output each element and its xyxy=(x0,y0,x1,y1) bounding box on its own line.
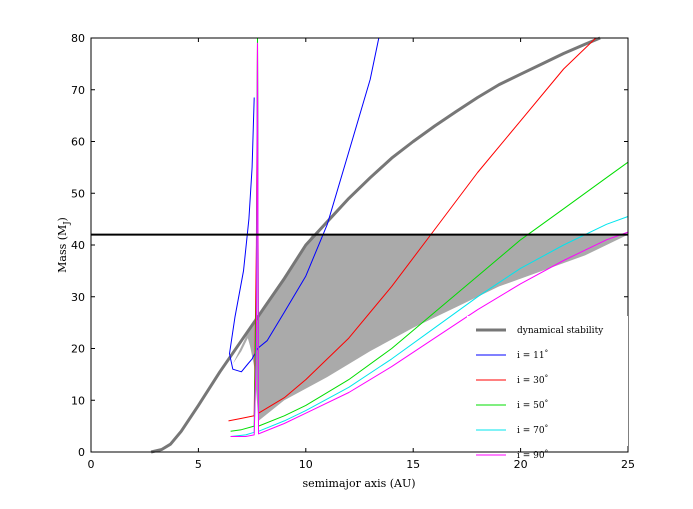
y-tick-label: 80 xyxy=(71,32,85,45)
y-tick-label: 10 xyxy=(71,394,85,407)
x-ticks: 0 5 10 15 20 25 xyxy=(88,38,635,471)
x-tick-label: 10 xyxy=(299,458,313,471)
series-line-dynamical-stability xyxy=(150,36,601,454)
x-tick-label: 20 xyxy=(514,458,528,471)
y-tick-label: 0 xyxy=(78,446,85,459)
y-axis-label-main: Mass (M xyxy=(56,225,69,273)
y-tick-label: 30 xyxy=(71,291,85,304)
series-line-i-90 xyxy=(230,42,629,437)
y-tick-label: 50 xyxy=(71,187,85,200)
x-tick-label: 5 xyxy=(195,458,202,471)
legend: dynamical stability i = 11° i = 30° i = 50°… xyxy=(476,326,604,461)
legend-label: i = 70° xyxy=(517,424,548,436)
series-layer xyxy=(150,36,629,454)
legend-label: i = 50° xyxy=(517,399,548,411)
shaded-region-layer xyxy=(232,234,629,421)
y-tick-label: 20 xyxy=(71,343,85,356)
x-tick-label: 0 xyxy=(88,458,95,471)
shaded-region xyxy=(232,234,629,421)
y-tick-label: 60 xyxy=(71,136,85,149)
y-tick-label: 70 xyxy=(71,84,85,97)
legend-label: i = 11° xyxy=(517,349,548,361)
legend-label: i = 30° xyxy=(517,374,548,386)
y-axis-label: Mass (MJ) xyxy=(56,217,71,273)
x-tick-label: 25 xyxy=(621,458,635,471)
legend-label: dynamical stability xyxy=(517,326,604,336)
x-axis-label: semimajor axis (AU) xyxy=(302,477,415,490)
y-axis-label-sub: J xyxy=(62,221,71,225)
y-tick-label: 40 xyxy=(71,239,85,252)
legend-box xyxy=(467,316,628,446)
y-axis-label-close: ) xyxy=(56,217,69,221)
x-tick-label: 15 xyxy=(406,458,420,471)
series-line-i-11 xyxy=(229,37,380,373)
legend-label: i = 90° xyxy=(517,449,548,461)
series-line-i-50 xyxy=(230,37,629,432)
